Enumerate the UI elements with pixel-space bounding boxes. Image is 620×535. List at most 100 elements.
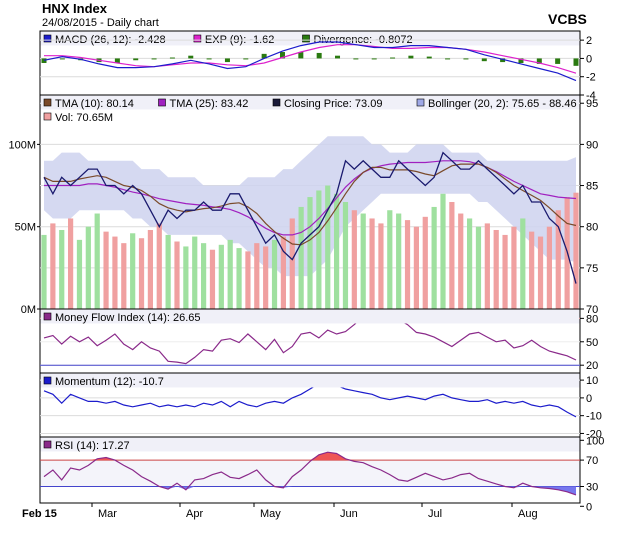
price-axis-tick-label: 80 (586, 222, 598, 234)
volume-bar (493, 229, 499, 309)
rsi-legend-label: RSI (14): 17.27 (55, 440, 130, 452)
mfi-legend-label: Money Flow Index (14): 26.65 (55, 312, 201, 324)
rsi-axis-tick-label: 100 (586, 435, 604, 447)
volume-bar (59, 229, 65, 309)
volume-bar (121, 243, 127, 309)
volume-bar (218, 244, 224, 309)
price-axis-tick-label: 75 (586, 263, 598, 275)
x-axis-label: May (260, 508, 281, 520)
mfi-axis-tick-label: 80 (586, 313, 598, 325)
price-axis-tick-label: 85 (586, 181, 598, 193)
divergence-bar (573, 58, 579, 66)
volume-bar (68, 218, 74, 309)
volume-bar (334, 193, 340, 309)
brand-label: VCBS (548, 11, 587, 27)
volume-bar (280, 236, 286, 309)
vol-legend-swatch (43, 112, 52, 121)
divergence-bar (59, 58, 65, 60)
volume-bar (360, 213, 366, 309)
chart-title: HNX Index (42, 1, 108, 16)
divergence-bar (188, 55, 194, 59)
momentum-legend-swatch (43, 376, 52, 385)
momentum-axis-tick-label: 0 (586, 393, 592, 405)
volume-bar (103, 231, 109, 309)
divergence-bar (279, 52, 285, 59)
volume-bar (325, 185, 331, 309)
volume-bar (263, 246, 269, 309)
volume-bar (404, 220, 411, 309)
price-axis-tick-label: 95 (586, 98, 598, 110)
x-axis-label: Jun (340, 508, 358, 520)
tma10-line (43, 163, 577, 246)
divergence-bar (298, 52, 304, 59)
volume-bar (165, 234, 171, 309)
mfi-legend-bar (40, 309, 580, 324)
rsi-line (43, 451, 577, 496)
divergence-bar (408, 55, 414, 59)
volume-bar (307, 197, 313, 309)
volume-bar (458, 213, 464, 309)
divergence-bar (261, 53, 267, 59)
mfi-axis-tick-label: 50 (586, 337, 598, 349)
macd-axis-tick-label: 2 (586, 35, 592, 47)
volume-bar (431, 206, 437, 309)
volume-bar (147, 229, 153, 309)
volume-bar (342, 202, 349, 309)
volume-bar (245, 251, 251, 309)
volume-bar (475, 226, 482, 309)
volume-bar (546, 226, 552, 309)
volume-bar (227, 239, 233, 309)
volume-bar (130, 233, 136, 309)
rsi-legend-swatch (43, 440, 52, 449)
x-axis-label: Jul (428, 508, 442, 520)
price-legend-label: Bollinger (20, 2): 75.65 - 88.46 (428, 98, 577, 110)
divergence-bar (133, 58, 139, 61)
volume-bar (289, 218, 295, 309)
divergence-bar (500, 58, 506, 63)
divergence-bar (463, 58, 469, 60)
divergence-bar (41, 58, 47, 63)
divergence-bar (390, 57, 396, 59)
mfi-line (43, 312, 577, 365)
volume-bar (378, 223, 384, 309)
divergence-bar (316, 52, 322, 59)
volume-bar (502, 234, 508, 309)
x-axis-label: Feb 15 (22, 508, 57, 520)
volume-bar (529, 231, 535, 309)
volume-bar (422, 216, 428, 309)
macd-legend-bar (40, 31, 580, 46)
volume-bar (254, 243, 260, 309)
mfi-legend-swatch (43, 312, 52, 321)
price-legend-swatch (43, 98, 52, 107)
rsi-axis-tick-label: 0 (586, 501, 592, 513)
volume-bar (156, 223, 162, 309)
volume-bar (298, 206, 304, 309)
chart-subtitle: 24/08/2015 - Daily chart (42, 17, 159, 29)
volume-bar (537, 236, 544, 309)
volume-bar (76, 239, 83, 309)
divergence-bar (206, 58, 212, 60)
macd-legend-swatch (193, 34, 202, 43)
volume-bar (369, 218, 375, 309)
momentum-axis-tick-label: -20 (586, 428, 602, 440)
volume-bar (85, 226, 91, 309)
volume-bar (387, 210, 393, 309)
volume-bar (484, 223, 490, 309)
mfi-axis-tick-label: 20 (586, 360, 598, 372)
volume-bar (41, 234, 47, 309)
volume-bar (271, 239, 278, 309)
volume-bar (94, 213, 100, 309)
exp-line (44, 44, 577, 74)
divergence-bar (371, 58, 377, 60)
volume-bar (413, 226, 419, 309)
volume-bar (138, 238, 145, 309)
price-legend-label: Closing Price: 73.09 (284, 98, 382, 110)
closing-price-line (43, 151, 577, 284)
price-axis-tick-label: 90 (586, 139, 598, 151)
divergence-bar (481, 58, 487, 62)
price-legend-bar (40, 95, 580, 110)
macd-legend-swatch (302, 34, 310, 43)
volume-bar (50, 223, 56, 309)
momentum-line (43, 383, 577, 418)
